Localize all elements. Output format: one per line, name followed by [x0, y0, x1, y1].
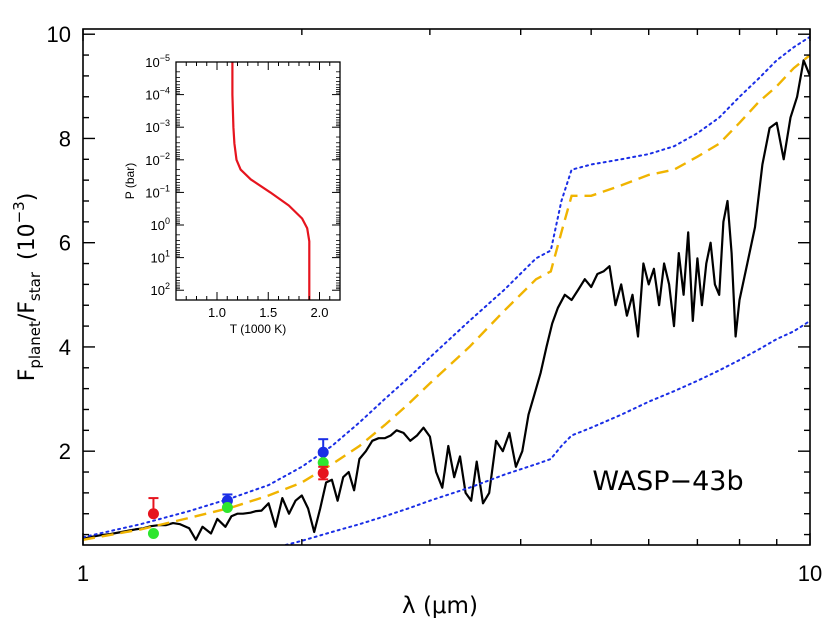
x-tick-label: 1 [77, 561, 89, 586]
inset-y-tick-label: 101 [151, 249, 170, 266]
inset-y-axis-label: P (bar) [123, 163, 137, 199]
data-point [317, 467, 329, 479]
main-frame [82, 28, 811, 546]
lower-envelope-dotted-line [284, 319, 810, 545]
data-point [317, 446, 329, 458]
inset-y-tick-label: 10−3 [145, 118, 170, 135]
upper-envelope-dotted-line [83, 35, 810, 539]
inset-background [176, 62, 340, 300]
inset-x-tick-label: 1.5 [259, 305, 277, 320]
inset-y-tick-label: 10−2 [145, 151, 170, 168]
inset-y-tick-label: 10−5 [145, 53, 170, 70]
inset-y-tick-label: 10−1 [145, 183, 170, 200]
y-tick-label: 2 [59, 439, 71, 464]
inset-x-tick-label: 2.0 [310, 305, 328, 320]
best-fit-dashed-line [83, 54, 810, 541]
y-tick-label: 6 [59, 231, 71, 256]
inset-y-tick-label: 10−4 [145, 86, 170, 103]
planet-title: WASP−43b [592, 466, 743, 497]
y-axis-label: Fplanet/Fstar(10−3) [10, 193, 44, 382]
inset-y-tick-label: 102 [151, 281, 170, 298]
data-point [221, 501, 233, 513]
y-tick-label: 4 [59, 335, 71, 360]
inset-x-tick-label: 1.0 [208, 305, 226, 320]
data-point [147, 508, 159, 520]
inset-y-tick-label: 100 [151, 216, 170, 233]
main-plot-area [82, 28, 811, 546]
model-spectrum-line [83, 59, 810, 541]
x-tick-label: 10 [798, 561, 822, 586]
y-tick-label: 8 [59, 126, 71, 151]
data-point [147, 528, 159, 540]
inset-x-axis-label: T (1000 K) [230, 322, 286, 336]
tp-profile-line [231, 62, 311, 300]
x-axis-label: λ (μm) [402, 593, 478, 619]
y-tick-label: 10 [47, 22, 71, 47]
inset-plot-area [175, 61, 341, 301]
data-point [317, 457, 329, 469]
